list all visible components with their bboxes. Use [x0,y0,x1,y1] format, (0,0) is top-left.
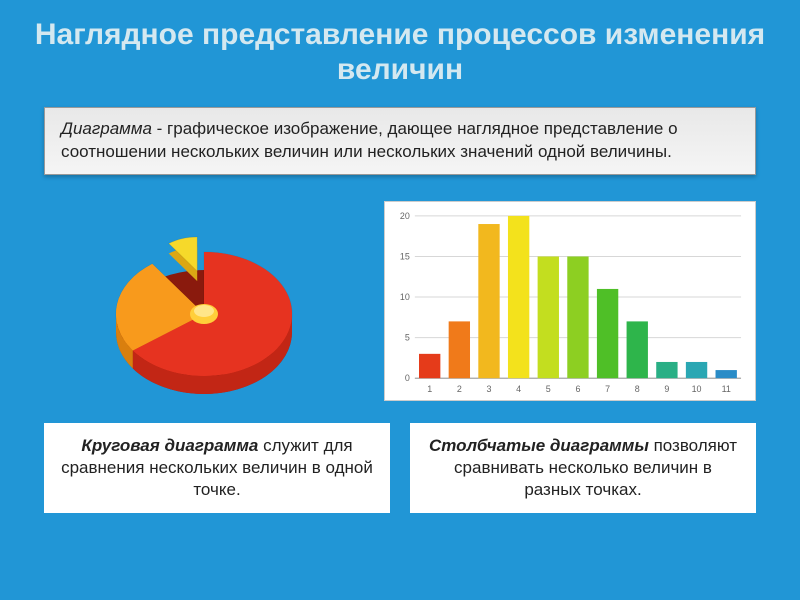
svg-text:20: 20 [400,211,410,221]
bar-caption: Столбчатые диаграммы позволяют сравниват… [410,423,756,513]
definition-box: Диаграмма - графическое изображение, даю… [44,107,756,175]
svg-text:8: 8 [635,384,640,394]
svg-text:11: 11 [722,384,731,394]
svg-text:10: 10 [692,384,702,394]
svg-text:7: 7 [605,384,610,394]
svg-text:6: 6 [575,384,580,394]
pie-caption: Круговая диаграмма служит для сравнения … [44,423,390,513]
svg-text:2: 2 [457,384,462,394]
svg-text:10: 10 [400,292,410,302]
definition-text: - графическое изображение, дающее нагляд… [61,119,678,161]
bar-chart: 0 5 10 15 20 1 2 3 4 5 6 7 8 9 10 11 [384,201,756,401]
pie-caption-title: Круговая диаграмма [81,436,258,455]
charts-row: 0 5 10 15 20 1 2 3 4 5 6 7 8 9 10 11 [0,187,800,417]
page-title: Наглядное представление процессов измене… [0,0,800,101]
svg-text:15: 15 [400,251,410,261]
svg-text:1: 1 [427,384,432,394]
svg-text:3: 3 [486,384,491,394]
captions-row: Круговая диаграмма служит для сравнения … [0,417,800,513]
svg-text:5: 5 [546,384,551,394]
svg-text:0: 0 [405,373,410,383]
pie-chart [44,195,364,407]
definition-term: Диаграмма [61,119,152,138]
svg-text:4: 4 [516,384,521,394]
bar-caption-title: Столбчатые диаграммы [429,436,649,455]
svg-text:9: 9 [664,384,669,394]
svg-text:5: 5 [405,332,410,342]
